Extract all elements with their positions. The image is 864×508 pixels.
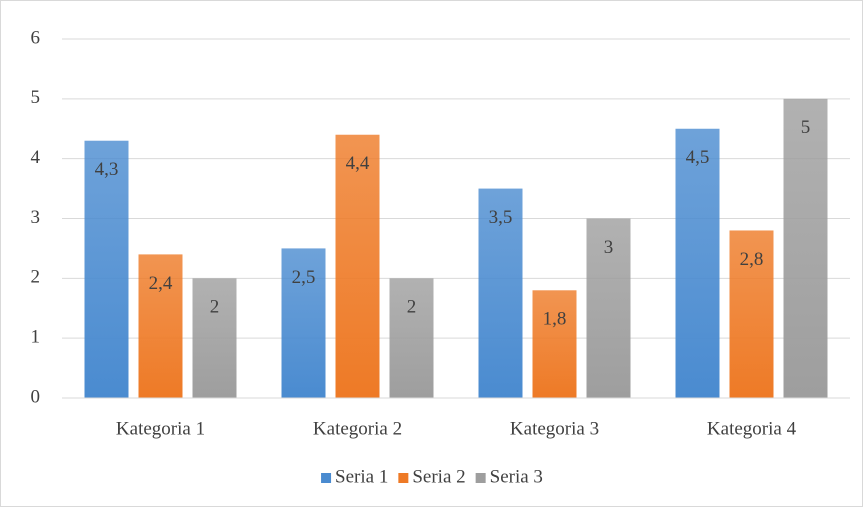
bar <box>729 230 774 398</box>
bar <box>675 128 720 398</box>
bar <box>281 248 326 398</box>
x-tick-label: Kategoria 2 <box>313 418 402 439</box>
data-label: 5 <box>801 117 811 138</box>
y-tick-label: 1 <box>31 327 41 348</box>
data-label: 4,3 <box>95 159 119 180</box>
data-label: 4,4 <box>346 153 370 174</box>
data-label: 2 <box>210 297 220 318</box>
bar <box>84 140 129 398</box>
data-label: 2,8 <box>740 249 764 270</box>
bar <box>389 278 434 398</box>
data-label: 3 <box>604 237 614 258</box>
legend-swatch <box>475 473 486 483</box>
bar <box>532 290 577 398</box>
data-label: 1,8 <box>543 309 567 330</box>
data-label: 3,5 <box>489 207 513 228</box>
data-label: 2 <box>407 297 417 318</box>
y-tick-label: 0 <box>31 386 41 407</box>
x-tick-label: Kategoria 3 <box>510 418 599 439</box>
bar <box>478 188 523 398</box>
bar <box>192 278 237 398</box>
y-tick-label: 5 <box>31 87 41 108</box>
bar <box>138 254 183 398</box>
legend-label: Seria 1 <box>335 466 388 487</box>
legend-label: Seria 2 <box>412 466 465 487</box>
legend-swatch <box>398 473 409 483</box>
y-tick-label: 3 <box>31 207 41 228</box>
bar <box>783 98 828 398</box>
bar <box>586 218 631 398</box>
legend-swatch <box>321 473 332 483</box>
y-tick-label: 4 <box>31 147 41 168</box>
y-tick-label: 2 <box>31 267 41 288</box>
data-label: 4,5 <box>686 147 710 168</box>
x-tick-label: Kategoria 1 <box>116 418 205 439</box>
y-tick-label: 6 <box>31 27 41 48</box>
data-label: 2,5 <box>292 267 316 288</box>
bar <box>335 134 380 398</box>
data-label: 2,4 <box>149 273 173 294</box>
legend-label: Seria 3 <box>490 466 543 487</box>
x-tick-label: Kategoria 4 <box>707 418 797 439</box>
